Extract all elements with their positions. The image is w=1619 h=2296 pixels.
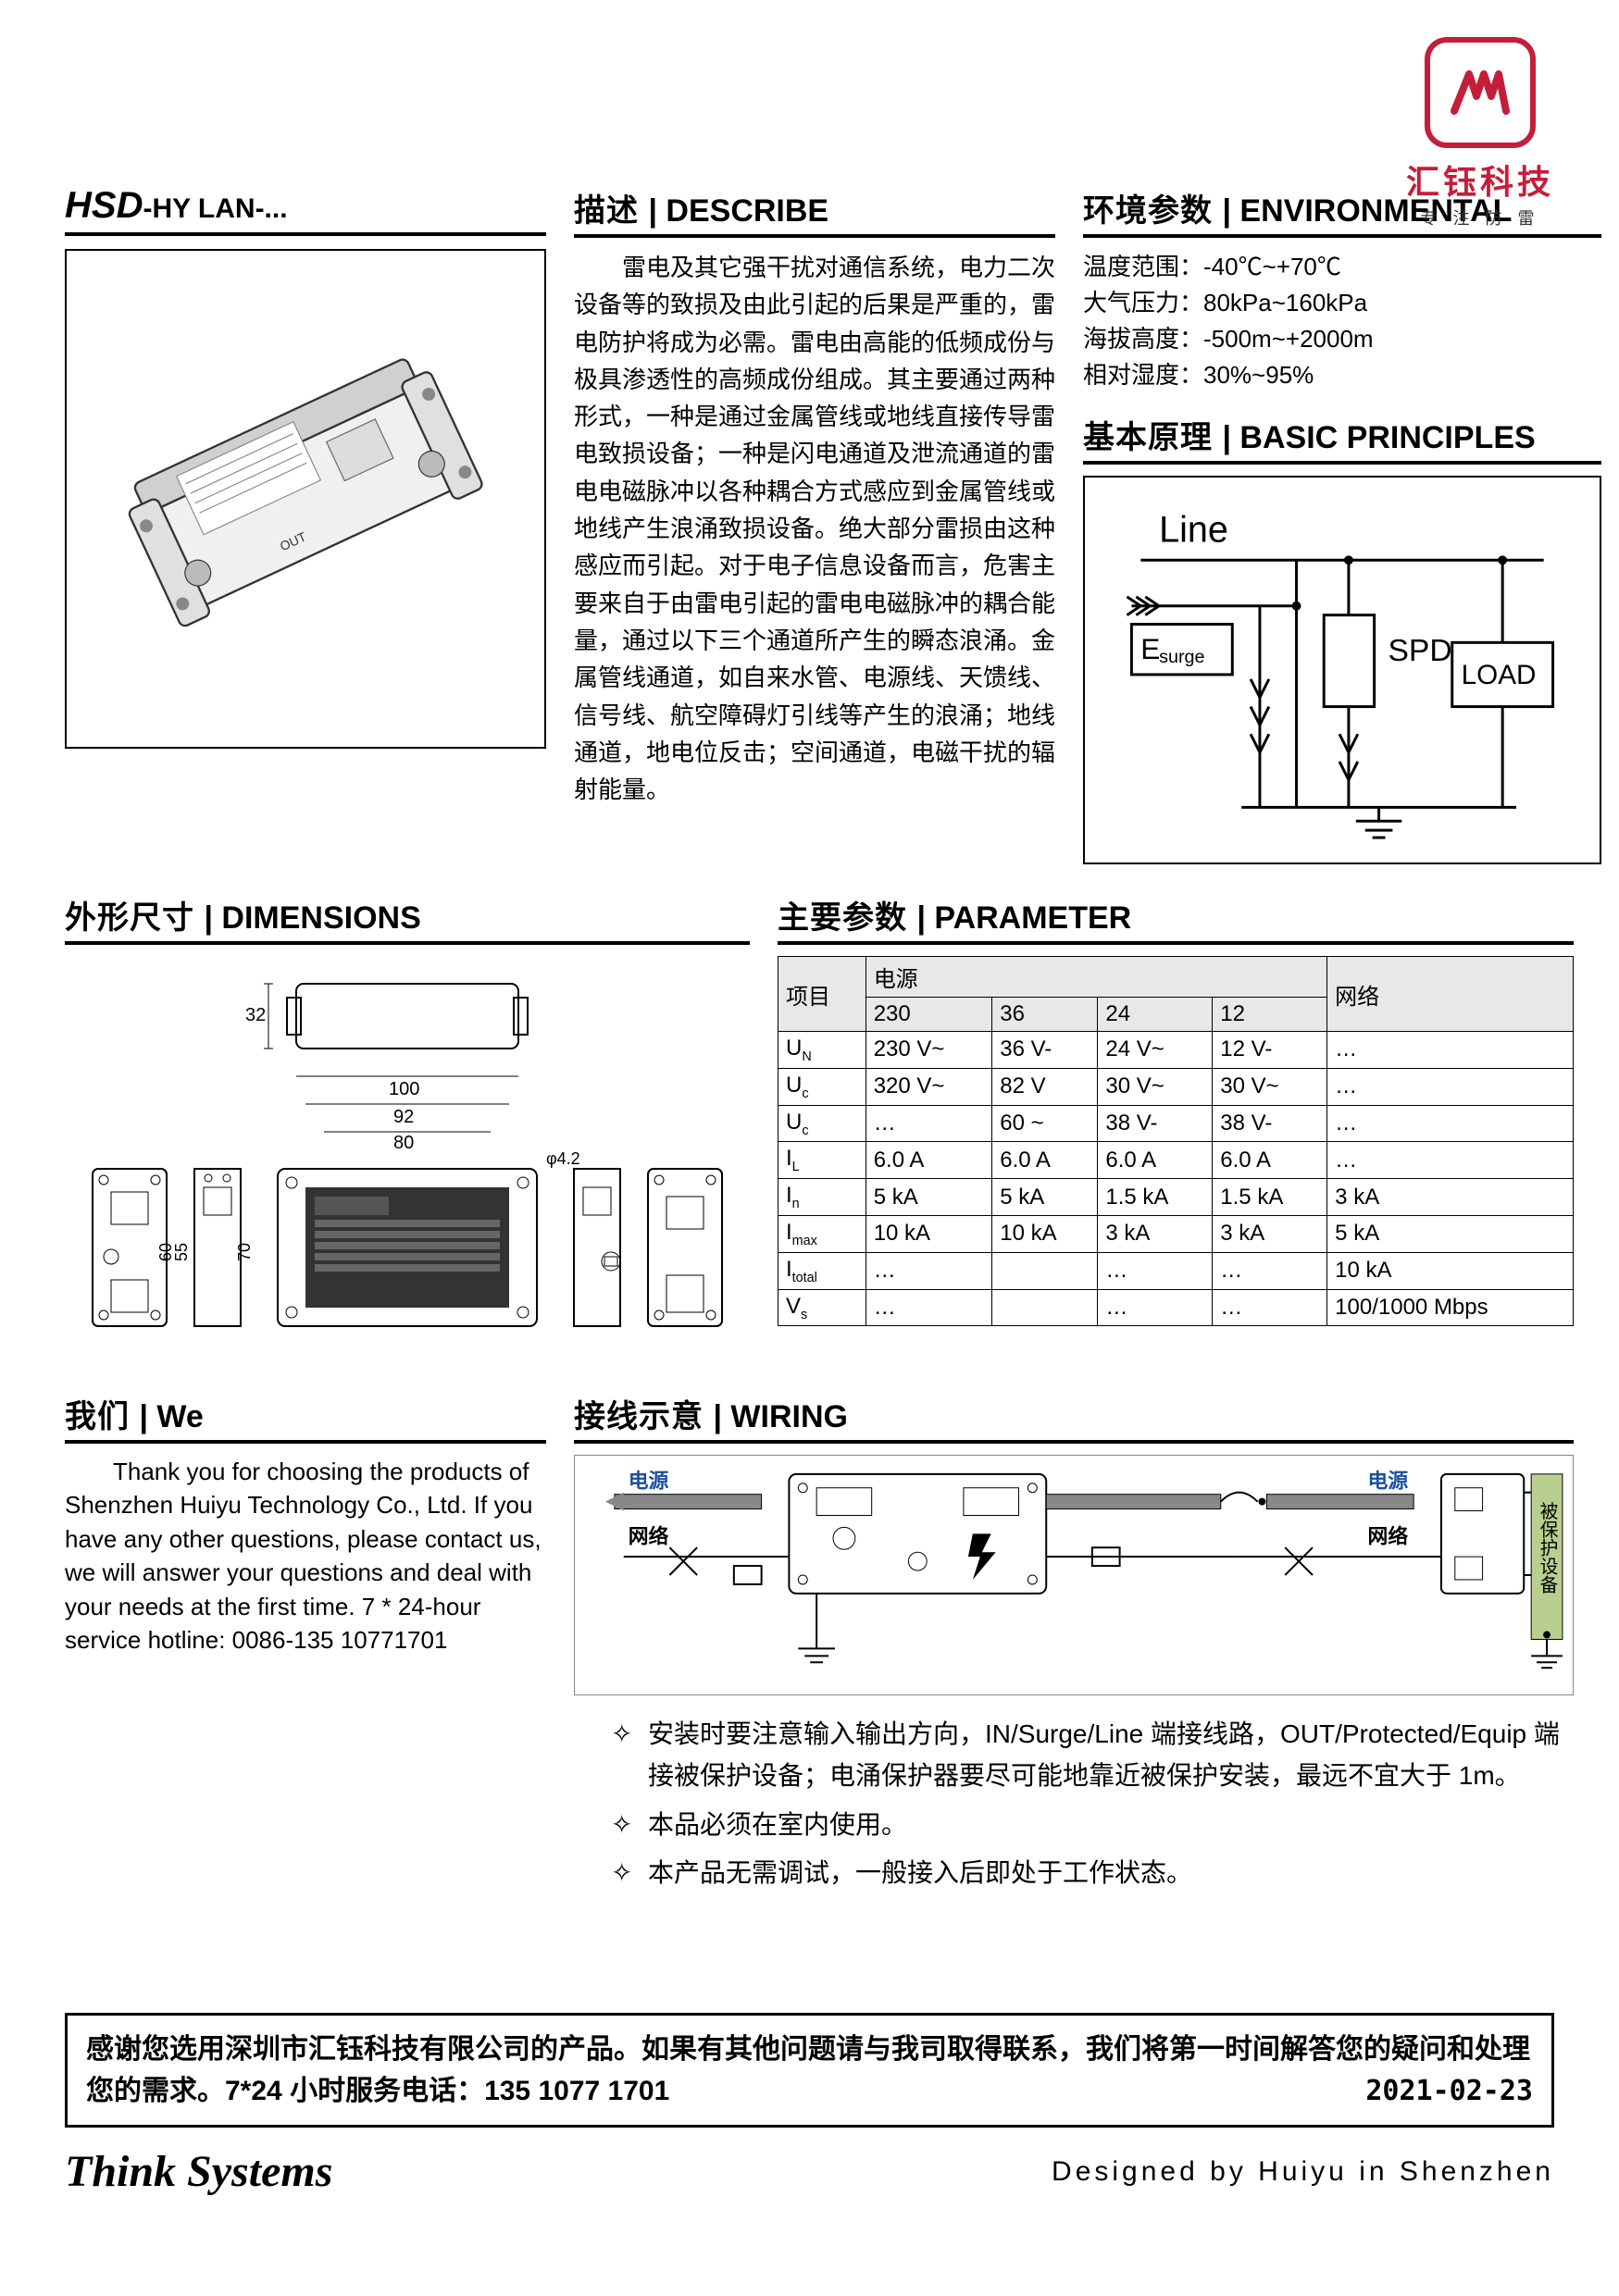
describe-title: 描述 | DESCRIBE bbox=[574, 185, 1055, 238]
product-image: OUT bbox=[65, 249, 546, 749]
logo-sub: 专 注 防 雷 bbox=[1406, 205, 1554, 230]
th-power: 电源 bbox=[866, 957, 1326, 998]
parameter-column: 主要参数 | PARAMETER 项目 电源 网络 230 36 24 12 U… bbox=[778, 892, 1574, 1363]
env-item: 大气压力：80kPa~160kPa bbox=[1083, 285, 1601, 321]
wiring-notes: 安装时要注意输入输出方向，IN/Surge/Line 端接线路，OUT/Prot… bbox=[574, 1714, 1574, 1894]
footer-box: 感谢您选用深圳市汇钰科技有限公司的产品。如果有其他问题请与我司取得联系，我们将第… bbox=[65, 2013, 1554, 2128]
svg-text:80: 80 bbox=[393, 1133, 414, 1153]
we-body: Thank you for choosing the products of S… bbox=[65, 1455, 546, 1657]
table-row: Imax10 kA10 kA3 kA3 kA5 kA bbox=[778, 1215, 1574, 1252]
we-column: 我们 | We Thank you for choosing the produ… bbox=[65, 1391, 546, 1902]
th-item: 项目 bbox=[778, 957, 866, 1032]
principles-title: 基本原理 | BASIC PRINCIPLES bbox=[1083, 412, 1601, 465]
table-row: Uc320 V~82 V30 V~30 V~… bbox=[778, 1068, 1574, 1105]
dimensions-title: 外形尺寸 | DIMENSIONS bbox=[65, 892, 750, 945]
logo-name: 汇钰科技 bbox=[1406, 155, 1554, 204]
parameter-title: 主要参数 | PARAMETER bbox=[778, 892, 1574, 945]
describe-en: | DESCRIBE bbox=[648, 193, 828, 229]
svg-text:网络: 网络 bbox=[1368, 1524, 1409, 1547]
wiring-note: 本产品无需调试，一般接入后即处于工作状态。 bbox=[611, 1853, 1574, 1894]
svg-text:92: 92 bbox=[393, 1107, 414, 1127]
dimensions-drawing: 32 100 92 80 bbox=[65, 956, 750, 1363]
env-item: 温度范围：-40℃~+70℃ bbox=[1083, 249, 1601, 285]
footer-date: 2021-02-23 bbox=[1365, 2070, 1533, 2112]
parameter-table: 项目 电源 网络 230 36 24 12 UN230 V~36 V-24 V~… bbox=[778, 956, 1574, 1326]
line-label: Line bbox=[1159, 509, 1228, 550]
footer-text: 感谢您选用深圳市汇钰科技有限公司的产品。如果有其他问题请与我司取得联系，我们将第… bbox=[86, 2034, 1530, 2106]
table-row: In5 kA5 kA1.5 kA1.5 kA3 kA bbox=[778, 1179, 1574, 1216]
table-row: Vs………100/1000 Mbps bbox=[778, 1289, 1574, 1326]
dim-en: | DIMENSIONS bbox=[204, 900, 420, 936]
wiring-title: 接线示意 | WIRING bbox=[574, 1391, 1574, 1444]
svg-text:电源: 电源 bbox=[1368, 1470, 1409, 1493]
svg-text:70: 70 bbox=[235, 1243, 254, 1261]
env-zh: 环境参数 bbox=[1083, 193, 1213, 229]
svg-text:φ4.2: φ4.2 bbox=[546, 1149, 580, 1168]
wiring-zh: 接线示意 bbox=[574, 1399, 704, 1434]
describe-body: 雷电及其它强干扰对通信系统，电力二次设备等的致损及由此引起的后果是严重的，雷电防… bbox=[574, 249, 1055, 808]
we-en: | We bbox=[139, 1399, 203, 1434]
env-item: 相对湿度：30%~95% bbox=[1083, 357, 1601, 393]
wiring-diagram: 电源 网络 bbox=[574, 1455, 1574, 1695]
product-suffix: -HY LAN-... bbox=[143, 193, 287, 224]
wiring-note: 安装时要注意输入输出方向，IN/Surge/Line 端接线路，OUT/Prot… bbox=[611, 1714, 1574, 1797]
table-row: Uc…60 ~38 V-38 V-… bbox=[778, 1105, 1574, 1142]
table-row: Itotal………10 kA bbox=[778, 1252, 1574, 1289]
env-item: 海拔高度：-500m~+2000m bbox=[1083, 321, 1601, 357]
th-net: 网络 bbox=[1327, 957, 1574, 1032]
brand-logo: 汇钰科技 专 注 防 雷 bbox=[1406, 37, 1554, 230]
designed-by: Designed by Huiyu in Shenzhen bbox=[1052, 2156, 1554, 2188]
principles-en: | BASIC PRINCIPLES bbox=[1222, 420, 1535, 455]
wiring-note: 本品必须在室内使用。 bbox=[611, 1805, 1574, 1846]
svg-text:100: 100 bbox=[389, 1079, 419, 1099]
table-row: 项目 电源 网络 bbox=[778, 957, 1574, 998]
wiring-en: | WIRING bbox=[713, 1399, 848, 1434]
svg-text:32: 32 bbox=[245, 1005, 266, 1025]
product-title: HSD-HY LAN-... bbox=[65, 185, 546, 236]
table-row: UN230 V~36 V-24 V~12 V-… bbox=[778, 1032, 1574, 1069]
esurge-sub: surge bbox=[1159, 647, 1204, 667]
param-zh: 主要参数 bbox=[778, 900, 907, 936]
esurge-label: E bbox=[1140, 632, 1160, 665]
principles-zh: 基本原理 bbox=[1083, 420, 1213, 455]
describe-zh: 描述 bbox=[574, 193, 639, 229]
we-title: 我们 | We bbox=[65, 1391, 546, 1444]
bottom-bar: Think Systems Designed by Huiyu in Shenz… bbox=[65, 2146, 1554, 2197]
think-systems: Think Systems bbox=[65, 2146, 332, 2197]
svg-text:电源: 电源 bbox=[629, 1470, 669, 1493]
dimensions-column: 外形尺寸 | DIMENSIONS 32 100 92 80 bbox=[65, 892, 750, 1363]
we-zh: 我们 bbox=[65, 1399, 130, 1434]
svg-text:被保护设备: 被保护设备 bbox=[1537, 1502, 1558, 1594]
right-column: 环境参数 | ENVIRONMENTAL 温度范围：-40℃~+70℃ 大气压力… bbox=[1083, 185, 1601, 864]
wiring-column: 接线示意 | WIRING 电源 网络 bbox=[574, 1391, 1574, 1902]
dim-zh: 外形尺寸 bbox=[65, 900, 194, 936]
table-row: IL6.0 A6.0 A6.0 A6.0 A… bbox=[778, 1142, 1574, 1179]
load-label: LOAD bbox=[1462, 660, 1537, 690]
describe-column: 描述 | DESCRIBE 雷电及其它强干扰对通信系统，电力二次设备等的致损及由… bbox=[574, 185, 1055, 864]
logo-icon bbox=[1425, 37, 1536, 148]
svg-text:55: 55 bbox=[172, 1243, 191, 1261]
spd-label: SPD bbox=[1388, 634, 1451, 668]
svg-text:网络: 网络 bbox=[629, 1524, 669, 1547]
principle-diagram: Line E surge SPD bbox=[1083, 476, 1601, 864]
param-en: | PARAMETER bbox=[916, 900, 1131, 936]
product-column: HSD-HY LAN-... bbox=[65, 185, 546, 864]
env-list: 温度范围：-40℃~+70℃ 大气压力：80kPa~160kPa 海拔高度：-5… bbox=[1083, 249, 1601, 393]
product-prefix: HSD bbox=[65, 185, 143, 226]
